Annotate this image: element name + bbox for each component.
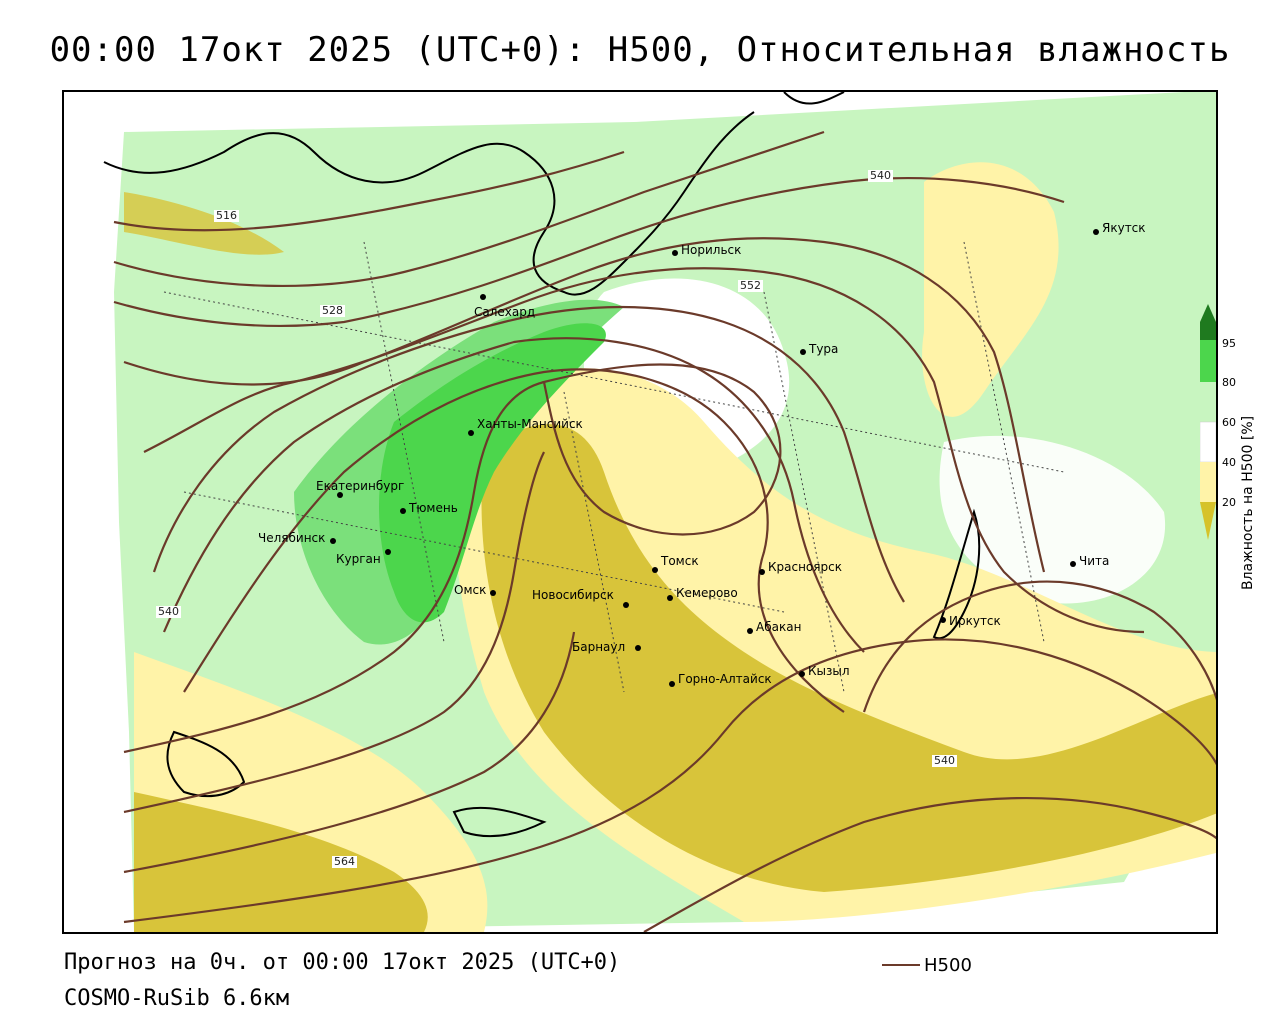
city-label: Тура — [809, 342, 839, 356]
city-marker — [1070, 561, 1076, 567]
humidity-wet-area — [379, 323, 606, 623]
city-marker — [672, 250, 678, 256]
city-marker — [667, 595, 673, 601]
city-label: Кызыл — [808, 664, 850, 678]
colorbar-tick: 95 — [1222, 337, 1236, 350]
city-label: Салехард — [474, 305, 536, 319]
city-marker — [747, 628, 753, 634]
forecast-info: Прогноз на 0ч. от 00:00 17окт 2025 (UTC+… — [64, 950, 621, 975]
city-marker — [490, 590, 496, 596]
city-marker — [480, 294, 486, 300]
city-marker — [635, 645, 641, 651]
city-marker — [652, 567, 658, 573]
contour-label: 540 — [932, 754, 957, 767]
colorbar-tick: 60 — [1222, 416, 1236, 429]
city-marker — [623, 602, 629, 608]
colorbar-title: Влажность на H500 [%] — [1240, 415, 1256, 590]
h500-line-legend-label: H500 — [924, 955, 972, 976]
humidity-dry-area — [124, 192, 284, 255]
city-label: Абакан — [756, 620, 802, 634]
city-label: Кемерово — [676, 586, 738, 600]
colorbar-tick: 20 — [1222, 496, 1236, 509]
humidity-dry-area — [481, 424, 1216, 892]
city-label: Томск — [661, 554, 699, 568]
city-label: Омск — [454, 583, 487, 597]
admin-borders — [163, 241, 1065, 693]
map-canvas — [64, 92, 1216, 932]
humidity-dry-area — [134, 792, 428, 932]
city-label: Якутск — [1102, 221, 1146, 235]
city-label: Барнаул — [572, 640, 626, 654]
humidity-colorbar — [1200, 304, 1216, 540]
city-label: Чита — [1079, 554, 1110, 568]
city-marker — [799, 671, 805, 677]
city-marker — [330, 538, 336, 544]
city-marker — [800, 349, 806, 355]
city-marker — [1093, 229, 1099, 235]
h500-line-legend-icon — [882, 964, 920, 966]
map-title: 00:00 17окт 2025 (UTC+0): H500, Относите… — [49, 30, 1231, 70]
city-marker — [468, 430, 474, 436]
city-marker — [759, 569, 765, 575]
coastlines — [103, 92, 981, 838]
city-label: Норильск — [681, 243, 742, 257]
city-marker — [940, 617, 946, 623]
city-label: Екатеринбург — [316, 479, 405, 493]
city-label: Тюмень — [409, 501, 458, 515]
city-label: Иркутск — [949, 614, 1001, 628]
contour-label: 564 — [332, 855, 357, 868]
colorbar-tick: 80 — [1222, 376, 1236, 389]
contour-label: 540 — [156, 605, 181, 618]
city-label: Горно-Алтайск — [678, 672, 772, 686]
city-label: Челябинск — [258, 531, 326, 545]
city-label: Новосибирск — [532, 588, 614, 602]
h500-contours — [113, 130, 1216, 932]
weather-map: 516 528 540 552 540 540 564 Якутск Норил… — [62, 90, 1218, 934]
contour-label: 540 — [868, 169, 893, 182]
contour-label: 552 — [738, 279, 763, 292]
city-marker — [400, 508, 406, 514]
humidity-yellow-area — [922, 162, 1059, 417]
city-label: Красноярск — [768, 560, 842, 574]
contour-label: 528 — [320, 304, 345, 317]
model-info: COSMO-RuSib 6.6км — [64, 986, 290, 1011]
city-marker — [385, 549, 391, 555]
city-label: Ханты-Мансийск — [477, 417, 583, 431]
contour-label: 516 — [214, 209, 239, 222]
city-marker — [669, 681, 675, 687]
colorbar-tick: 40 — [1222, 456, 1236, 469]
city-label: Курган — [336, 552, 381, 566]
city-marker — [337, 492, 343, 498]
